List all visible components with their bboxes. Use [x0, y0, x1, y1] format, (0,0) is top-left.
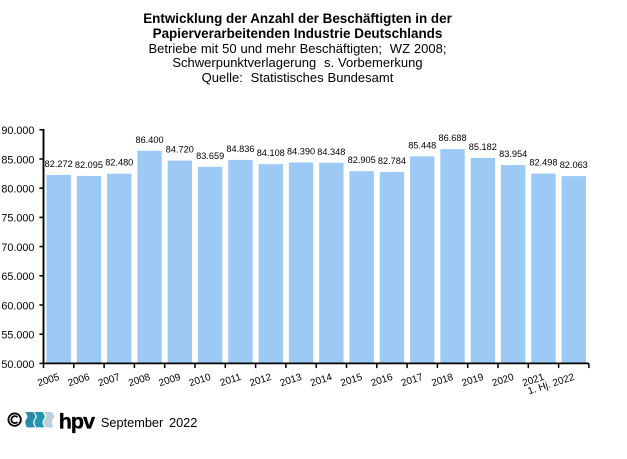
svg-text:2008: 2008 [127, 372, 152, 389]
svg-text:2013: 2013 [279, 372, 304, 389]
svg-text:84.348: 84.348 [317, 147, 345, 157]
svg-text:82.480: 82.480 [105, 158, 133, 168]
svg-text:90.000: 90.000 [1, 125, 34, 137]
svg-text:50.000: 50.000 [1, 359, 34, 371]
svg-text:82.063: 82.063 [560, 160, 588, 170]
svg-text:82.498: 82.498 [529, 158, 557, 168]
svg-text:2012: 2012 [248, 372, 273, 389]
svg-text:86.688: 86.688 [438, 133, 466, 143]
svg-text:85.000: 85.000 [1, 154, 34, 166]
svg-text:82.272: 82.272 [45, 159, 73, 169]
svg-text:84.836: 84.836 [226, 144, 254, 154]
svg-text:2010: 2010 [188, 372, 213, 389]
svg-text:2011: 2011 [219, 372, 243, 389]
svg-text:75.000: 75.000 [1, 213, 34, 225]
svg-text:70.000: 70.000 [1, 242, 34, 254]
svg-text:2017: 2017 [400, 372, 425, 389]
svg-text:86.400: 86.400 [135, 135, 163, 145]
svg-text:2007: 2007 [97, 372, 122, 389]
svg-text:84.390: 84.390 [287, 147, 315, 157]
svg-text:55.000: 55.000 [1, 330, 34, 342]
svg-text:2018: 2018 [430, 372, 455, 389]
svg-text:82.095: 82.095 [75, 160, 103, 170]
svg-text:2006: 2006 [67, 372, 92, 389]
svg-text:84.720: 84.720 [166, 145, 194, 155]
svg-text:82.784: 82.784 [378, 156, 406, 166]
svg-text:60.000: 60.000 [1, 300, 34, 312]
svg-text:84.108: 84.108 [257, 148, 285, 158]
svg-text:September 2022: September 2022 [101, 415, 197, 430]
svg-text:2016: 2016 [370, 372, 395, 389]
svg-text:82.905: 82.905 [348, 155, 376, 165]
svg-text:65.000: 65.000 [1, 271, 34, 283]
svg-text:83.954: 83.954 [499, 149, 527, 159]
svg-text:80.000: 80.000 [1, 184, 34, 196]
svg-text:2020: 2020 [491, 372, 516, 389]
svg-text:85.182: 85.182 [469, 142, 497, 152]
svg-text:2005: 2005 [36, 372, 61, 389]
svg-text:hpv: hpv [59, 409, 95, 433]
svg-text:85.448: 85.448 [408, 140, 436, 150]
svg-text:2019: 2019 [461, 372, 486, 389]
svg-text:2014: 2014 [309, 372, 334, 389]
svg-text:2009: 2009 [158, 372, 183, 389]
svg-text:83.659: 83.659 [196, 151, 224, 161]
svg-text:2015: 2015 [339, 372, 364, 389]
